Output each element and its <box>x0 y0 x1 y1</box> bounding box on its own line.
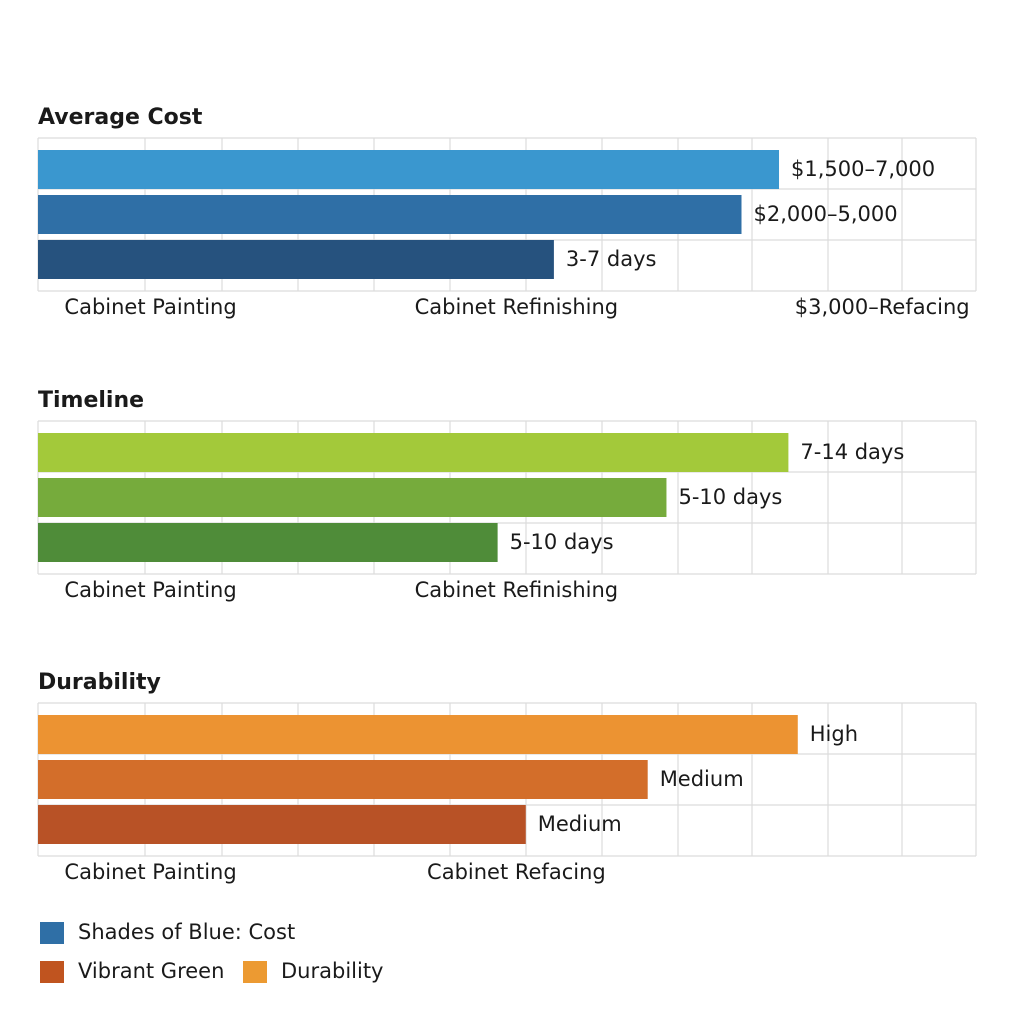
bar-label: 3-7 days <box>566 247 657 271</box>
legend-label: Durability <box>281 959 383 983</box>
bar <box>38 433 789 472</box>
bar <box>38 805 526 844</box>
bar <box>38 240 554 279</box>
bar-label: High <box>810 722 858 746</box>
category-label: Cabinet Refinishing <box>415 295 619 319</box>
category-label: Cabinet Refacing <box>427 860 606 884</box>
panel-title: Average Cost <box>38 105 203 130</box>
bar <box>38 150 780 189</box>
category-label: Cabinet Painting <box>64 860 236 884</box>
category-label: Cabinet Painting <box>64 295 236 319</box>
legend-label: Shades of Blue: Cost <box>78 920 295 944</box>
bar-label: 7-14 days <box>800 440 904 464</box>
bar <box>38 715 798 754</box>
bar-label: 5-10 days <box>678 485 782 509</box>
category-label: $3,000–Refacing <box>795 295 970 319</box>
legend-swatch <box>40 961 64 983</box>
panel-title: Durability <box>38 670 161 695</box>
legend-swatch <box>40 922 64 944</box>
bar-label: Medium <box>660 767 744 791</box>
bar <box>38 195 742 234</box>
panel-title: Timeline <box>38 388 144 413</box>
bar <box>38 760 648 799</box>
bar <box>38 478 667 517</box>
bar-label: $2,000–5,000 <box>754 202 898 226</box>
category-label: Cabinet Painting <box>64 578 236 602</box>
bar <box>38 523 498 562</box>
bar-label: $1,500–7,000 <box>791 157 935 181</box>
bar-label: 5-10 days <box>510 530 614 554</box>
legend-swatch <box>243 961 267 983</box>
category-label: Cabinet Refinishing <box>415 578 619 602</box>
legend-label: Vibrant Green <box>78 959 224 983</box>
bar-label: Medium <box>538 812 622 836</box>
